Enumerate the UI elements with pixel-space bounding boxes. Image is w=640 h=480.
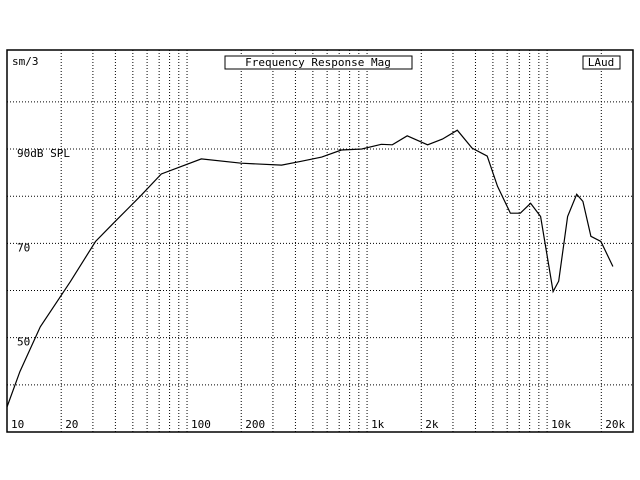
plot-frame bbox=[6, 49, 634, 433]
x-tick-label: 10 bbox=[11, 418, 24, 431]
x-tick-label: 200 bbox=[245, 418, 265, 431]
x-tick-label: 20k bbox=[605, 418, 625, 431]
x-tick-label: 1k bbox=[371, 418, 385, 431]
channel-box bbox=[582, 55, 621, 70]
y-tick-label: 50 bbox=[17, 336, 30, 349]
y-unit: sm/3 bbox=[12, 55, 39, 68]
y-tick-label: 70 bbox=[17, 241, 30, 254]
y-tick-label: 90dB SPL bbox=[17, 147, 70, 160]
title-box bbox=[224, 55, 413, 70]
grid-layer bbox=[7, 50, 633, 432]
chart-title: Frequency Response Mag bbox=[245, 56, 391, 69]
x-tick-label: 10k bbox=[551, 418, 571, 431]
x-tick-label: 100 bbox=[191, 418, 211, 431]
channel-label: LAud bbox=[588, 56, 615, 69]
x-tick-label: 20 bbox=[65, 418, 78, 431]
x-tick-label: 2k bbox=[425, 418, 439, 431]
response-curve bbox=[6, 129, 614, 408]
